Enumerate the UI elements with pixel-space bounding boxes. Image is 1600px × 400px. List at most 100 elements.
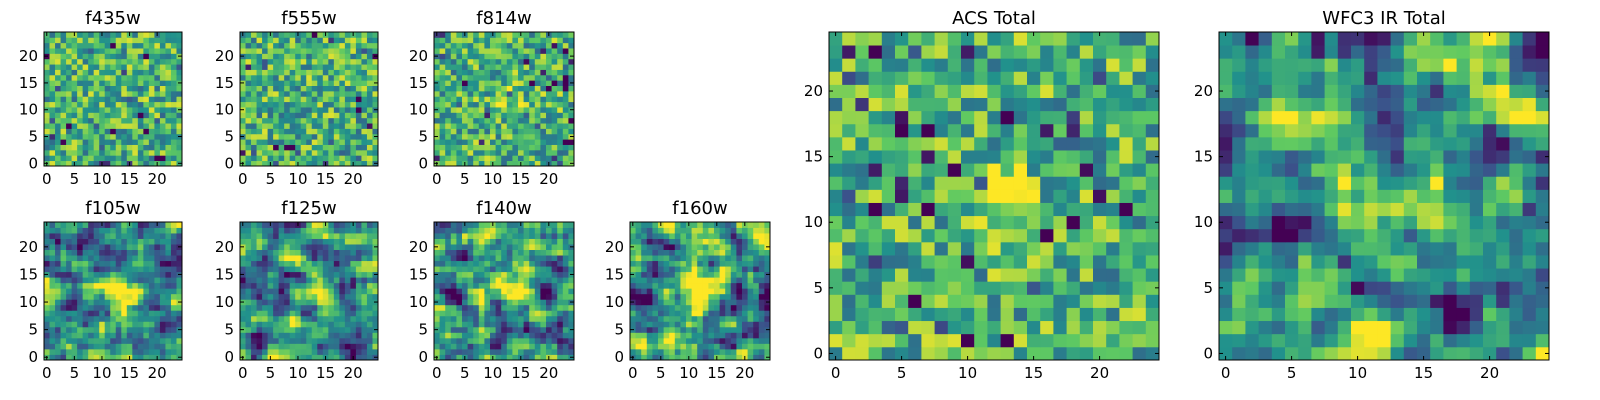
- heatmap-cell: [306, 133, 313, 140]
- heatmap-cell: [339, 332, 346, 339]
- heatmap-cell: [278, 332, 285, 339]
- heatmap-cell: [55, 348, 61, 355]
- heatmap-cell: [562, 293, 569, 300]
- heatmap-cell: [372, 90, 379, 97]
- heatmap-cells: [240, 222, 379, 361]
- heatmap-cell: [104, 149, 111, 156]
- heatmap-cell: [295, 117, 302, 124]
- heatmap-cell: [339, 249, 346, 256]
- heatmap-cell: [267, 74, 274, 81]
- heatmap-cell: [562, 227, 569, 234]
- heatmap-cell: [467, 304, 474, 311]
- heatmap-cell: [842, 268, 856, 282]
- heatmap-cell: [467, 266, 474, 273]
- heatmap-cell: [540, 117, 547, 124]
- heatmap-cell: [273, 343, 280, 350]
- heatmap-cell: [546, 337, 552, 344]
- heatmap-cell: [344, 277, 351, 284]
- heatmap-cell: [450, 249, 457, 256]
- heatmap-cell: [1093, 189, 1107, 203]
- heatmap-cell: [501, 249, 508, 256]
- heatmap-cell: [934, 255, 949, 269]
- heatmap-cell: [568, 321, 575, 328]
- heatmap-cell: [473, 42, 480, 49]
- heatmap-cell: [154, 144, 161, 151]
- heatmap-cell: [518, 310, 524, 317]
- heatmap-cell: [758, 244, 765, 250]
- heatmap-cell: [262, 123, 268, 129]
- heatmap-cell: [473, 343, 480, 350]
- heatmap-cell: [256, 321, 263, 328]
- heatmap-cell: [339, 42, 346, 49]
- heatmap-cell: [137, 299, 144, 306]
- heatmap-cell: [518, 58, 524, 65]
- heatmap-cell: [495, 144, 502, 151]
- heatmap-cell: [518, 53, 524, 60]
- heatmap-cell: [674, 343, 681, 350]
- heatmap-cell: [240, 315, 246, 322]
- heatmap-cell: [339, 343, 346, 350]
- heatmap-cell: [355, 133, 362, 140]
- heatmap-cell: [159, 117, 166, 124]
- heatmap-cell: [829, 228, 843, 243]
- heatmap-cell: [267, 42, 274, 49]
- heatmap-cell: [562, 304, 569, 311]
- heatmap-cell: [170, 32, 177, 38]
- heatmap-cell: [646, 227, 653, 234]
- heatmap-cell: [355, 32, 362, 38]
- heatmap-cell: [372, 64, 379, 70]
- heatmap-cell: [165, 233, 172, 239]
- heatmap-cell: [568, 32, 575, 38]
- heatmap-cell: [753, 222, 760, 228]
- heatmap-cell: [1119, 176, 1133, 190]
- heatmap-cell: [143, 315, 150, 322]
- heatmap-cell: [730, 332, 737, 339]
- heatmap-cell: [273, 277, 280, 284]
- heatmap-cell: [495, 139, 502, 145]
- heatmap-cell: [1066, 241, 1081, 256]
- heatmap-cell: [708, 332, 715, 339]
- heatmap-cell: [1013, 294, 1028, 308]
- heatmap-cell: [434, 310, 440, 317]
- heatmap-cell: [170, 160, 177, 167]
- heatmap-cell: [663, 266, 670, 273]
- heatmap-cell: [641, 337, 648, 344]
- heatmap-cell: [176, 288, 183, 295]
- heatmap-cell: [93, 149, 100, 156]
- heatmap-cell: [557, 238, 564, 245]
- heatmap-cell: [501, 277, 508, 284]
- heatmap-cell: [66, 326, 72, 333]
- heatmap-cell: [987, 268, 1001, 282]
- heatmap-cell: [646, 348, 653, 355]
- heatmap-cell: [245, 42, 252, 49]
- heatmap-cell: [557, 144, 564, 151]
- heatmap-cell: [121, 260, 128, 267]
- heatmap-cell: [708, 260, 715, 267]
- heatmap-cell: [462, 238, 468, 245]
- heatmap-cell: [110, 160, 117, 167]
- heatmap-cell: [506, 238, 513, 245]
- heatmap-cell: [450, 107, 457, 113]
- heatmap-cell: [540, 37, 547, 44]
- heatmap-cell: [55, 304, 61, 311]
- heatmap-cell: [534, 48, 541, 54]
- heatmap-cell: [742, 343, 748, 350]
- heatmap-cell: [686, 321, 692, 328]
- heatmap-cell: [473, 337, 480, 344]
- heatmap-cell: [450, 332, 457, 339]
- heatmap-cell: [104, 332, 111, 339]
- heatmap-cell: [99, 271, 106, 278]
- heatmap-cell: [495, 160, 502, 167]
- heatmap-cell: [267, 53, 274, 60]
- heatmap-cell: [66, 244, 72, 250]
- heatmap-cell: [165, 244, 172, 250]
- heatmap-cell: [143, 144, 150, 151]
- heatmap-cell: [456, 227, 463, 234]
- heatmap-cell: [333, 107, 340, 113]
- heatmap-cell: [93, 299, 100, 306]
- heatmap-cell: [154, 299, 161, 306]
- heatmap-cell: [691, 326, 698, 333]
- heatmap-cell: [719, 315, 726, 322]
- heatmap-cell: [568, 112, 575, 119]
- heatmap-cell: [245, 80, 252, 86]
